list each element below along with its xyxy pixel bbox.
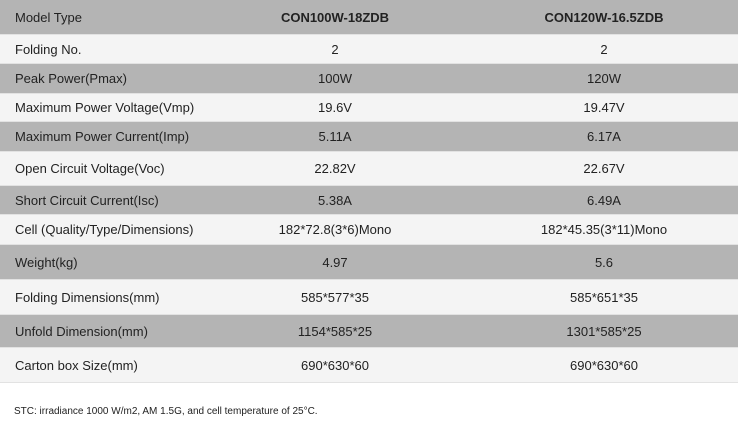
table-header: Model Type CON100W-18ZDB CON120W-16.5ZDB xyxy=(0,0,738,35)
row-label: Weight(kg) xyxy=(15,254,78,270)
row-value: 4.97 xyxy=(322,254,348,270)
row-label: Folding No. xyxy=(15,41,82,57)
table-row: Unfold Dimension(mm) 1154*585*25 1301*585*… xyxy=(0,315,738,348)
header-cell: Model Type xyxy=(15,9,82,25)
spec-table: Model Type CON100W-18ZDB CON120W-16.5ZDB… xyxy=(0,0,738,383)
row-label: Open Circuit Voltage(Voc) xyxy=(15,161,165,176)
row-value: 120W xyxy=(587,71,621,86)
table-row: Folding Dimensions(mm) 585*577*35 585*651*… xyxy=(0,280,738,315)
header-cell: CON120W-16.5ZDB xyxy=(544,9,664,25)
row-value: 690*630*60 xyxy=(301,357,369,373)
row-value: 6.49A xyxy=(587,192,621,208)
row-value: 6.17A xyxy=(587,129,621,144)
row-value: 5.6 xyxy=(594,254,614,270)
table-row: Folding No. 2 2 xyxy=(0,35,738,64)
row-value: 19.47V xyxy=(583,100,625,115)
row-label: Unfold Dimension(mm) xyxy=(15,323,148,339)
table-row: Short Circuit Current(Isc) 5.38A 6.49A xyxy=(0,186,738,215)
row-value: 22.82V xyxy=(314,161,356,176)
row-value: 182*45.35(3*11)Mono xyxy=(540,222,668,237)
table-row: Weight(kg) 4.97 5.6 xyxy=(0,245,738,280)
row-label: Short Circuit Current(Isc) xyxy=(15,192,159,208)
table-row: Cell (Quality/Type/Dimensions) 182*72.8(3… xyxy=(0,215,738,245)
row-value: 182*72.8(3*6)Mono xyxy=(278,222,392,237)
row-value: 100W xyxy=(318,71,352,86)
table-row: Maximum Power Voltage(Vmp) 19.6V 19.47V xyxy=(0,94,738,122)
row-value: 5.38A xyxy=(318,192,352,208)
row-value: 19.6V xyxy=(318,100,352,115)
row-value: 1154*585*25 xyxy=(297,323,373,339)
row-label: Peak Power(Pmax) xyxy=(15,71,127,86)
table-row: Maximum Power Current(Imp) 5.11A 6.17A xyxy=(0,122,738,152)
table-row: Carton box Size(mm) 690*630*60 690*630*60 xyxy=(0,348,738,383)
row-label: Carton box Size(mm) xyxy=(15,357,138,373)
row-value: 2 xyxy=(331,41,339,57)
header-cell: CON100W-18ZDB xyxy=(280,9,390,25)
row-label: Folding Dimensions(mm) xyxy=(15,289,160,305)
footnote: STC: irradiance 1000 W/m2, AM 1.5G, and … xyxy=(14,406,318,417)
row-value: 5.11A xyxy=(318,129,352,144)
row-value: 22.67V xyxy=(583,161,625,176)
row-value: 690*630*60 xyxy=(570,357,638,373)
row-value: 2 xyxy=(600,41,608,57)
row-label: Maximum Power Current(Imp) xyxy=(15,129,190,144)
row-label: Cell (Quality/Type/Dimensions) xyxy=(15,222,194,237)
row-value: 1301*585*25 xyxy=(566,323,642,339)
table-row: Peak Power(Pmax) 100W 120W xyxy=(0,64,738,94)
table-row: Open Circuit Voltage(Voc) 22.82V 22.67V xyxy=(0,152,738,186)
row-value: 585*577*35 xyxy=(301,289,369,305)
row-label: Maximum Power Voltage(Vmp) xyxy=(15,100,195,115)
row-value: 585*651*35 xyxy=(570,289,638,305)
